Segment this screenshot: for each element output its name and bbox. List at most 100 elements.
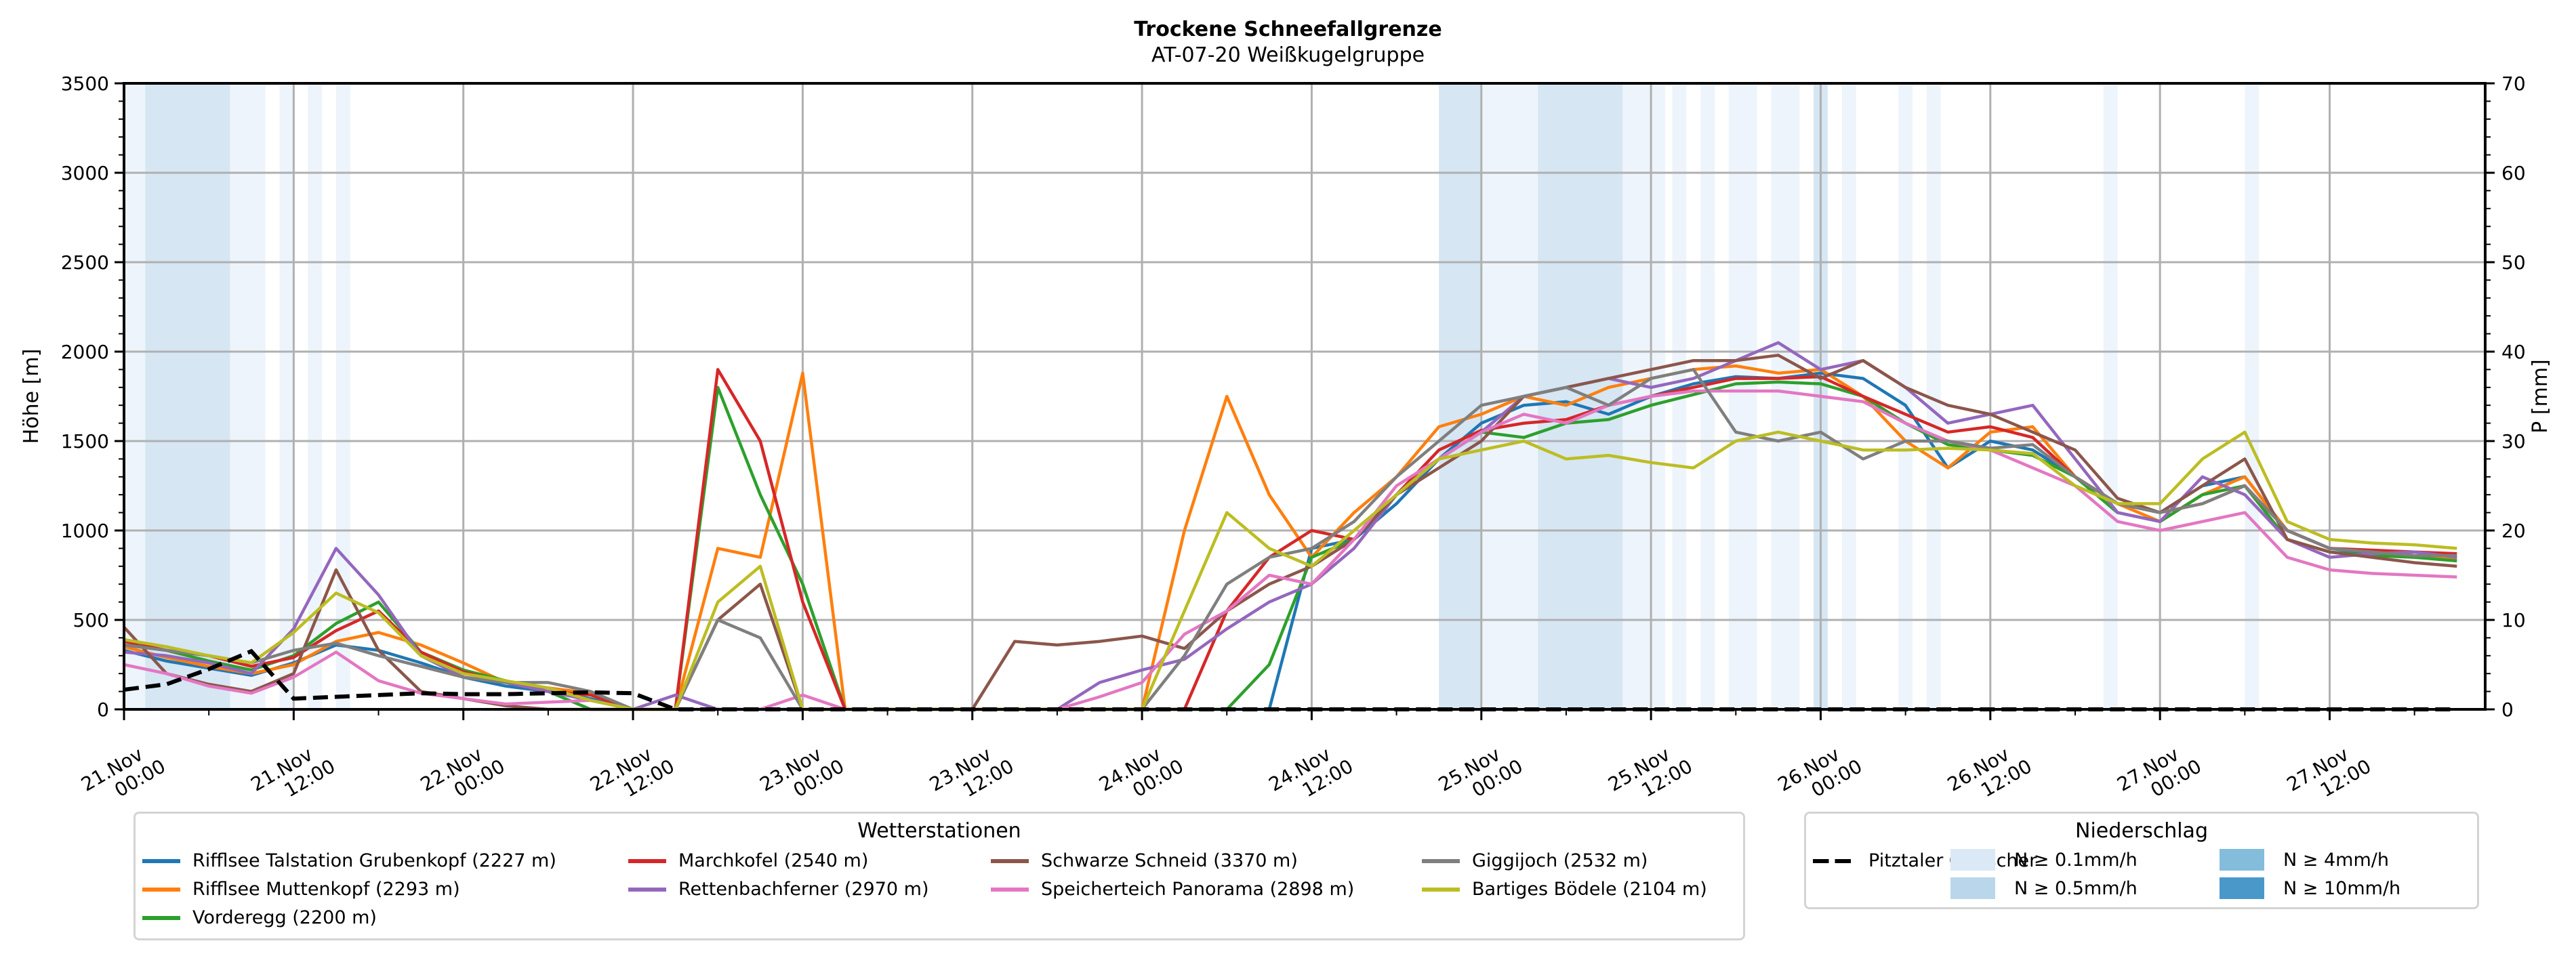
precip-band	[308, 83, 323, 709]
precip-band	[1926, 83, 1941, 709]
legend-item: Schwarze Schneid (3370 m)	[991, 850, 1298, 871]
y-tick-label: 1000	[61, 520, 109, 542]
legend-item: Vorderegg (2200 m)	[142, 907, 377, 928]
y-tick-label: 0	[97, 699, 109, 721]
x-tick-label: 26.Nov12:00	[1944, 736, 2036, 814]
x-tick-label: 25.Nov00:00	[1435, 736, 1527, 814]
x-tick-label: 24.Nov12:00	[1265, 736, 1357, 814]
legend-label: N ≥ 4mm/h	[2283, 849, 2389, 871]
x-tick-label: 23.Nov00:00	[756, 736, 848, 814]
x-tick-label: 27.Nov12:00	[2283, 736, 2375, 814]
x-tick-label: 26.Nov00:00	[1774, 736, 1866, 814]
legend-patch	[1950, 849, 1995, 871]
y-tick-label: 3500	[61, 72, 109, 95]
series-line	[123, 389, 2457, 711]
legend-item: Marchkofel (2540 m)	[628, 850, 868, 871]
precip-band	[1700, 83, 1715, 709]
y-axis-label: Höhe [m]	[20, 349, 43, 444]
y-tick-label: 1500	[61, 430, 109, 453]
legend-stations: Wetterstationen Rifflsee Talstation Grub…	[134, 812, 1745, 940]
y-tick-label-right: 30	[2501, 430, 2526, 453]
precip-band	[124, 83, 146, 709]
y-tick-label-right: 60	[2501, 162, 2526, 184]
legend-label: N ≥ 10mm/h	[2283, 877, 2401, 899]
legend-swatch-dashed	[1813, 858, 1851, 863]
gridlines	[124, 83, 2485, 709]
precip-band	[279, 83, 294, 709]
legend-label: Speicherteich Panorama (2898 m)	[1041, 879, 1355, 900]
legend-item: N ≥ 10mm/h	[2220, 877, 2400, 899]
legend-swatch	[1422, 887, 1460, 892]
y-tick-label: 2000	[61, 341, 109, 363]
legend-item: Giggijoch (2532 m)	[1422, 850, 1648, 871]
y-tick-label-right: 20	[2501, 520, 2526, 542]
legend-label: Bartiges Bödele (2104 m)	[1472, 879, 1707, 900]
x-tick-label: 21.Nov12:00	[247, 736, 339, 814]
legend-swatch	[628, 858, 666, 863]
legend-label: N ≥ 0.1mm/h	[2014, 849, 2138, 871]
legend-patch	[1950, 877, 1995, 899]
legend-label: Rettenbachferner (2970 m)	[678, 879, 929, 900]
legend-label: Rifflsee Muttenkopf (2293 m)	[192, 879, 460, 900]
legend-item: N ≥ 4mm/h	[2220, 849, 2389, 871]
y-tick-label-right: 10	[2501, 609, 2526, 631]
y-tick-label-right: 70	[2501, 72, 2526, 95]
legend-patch	[2220, 877, 2264, 899]
legend-label: Marchkofel (2540 m)	[678, 850, 869, 871]
precip-band	[1898, 83, 1913, 709]
legend-swatch	[991, 858, 1029, 863]
legend-label: Rifflsee Talstation Grubenkopf (2227 m)	[192, 850, 556, 871]
x-tick-label: 27.Nov00:00	[2113, 736, 2205, 814]
series-lines	[123, 341, 2457, 711]
legend-swatch	[142, 858, 180, 863]
legend-label: N ≥ 0.5mm/h	[2014, 877, 2138, 899]
chart-subtitle: AT-07-20 Weißkugelgruppe	[1151, 43, 1425, 67]
y-tick-label: 2500	[61, 251, 109, 274]
legend-item: N ≥ 0.1mm/h	[1950, 849, 2138, 871]
legend-swatch	[142, 887, 180, 892]
legend-item: Rifflsee Talstation Grubenkopf (2227 m)	[142, 850, 556, 871]
legend-label: Giggijoch (2532 m)	[1472, 850, 1648, 871]
precip-band	[1439, 83, 1481, 709]
precip-band	[1841, 83, 1856, 709]
axes: 0 500 1000 1500 2000 2500 3000 3500 0 10 20 30 40 50 6…	[61, 72, 2526, 814]
legend-swatch	[628, 887, 666, 892]
y-tick-label: 3000	[61, 162, 109, 184]
chart-title: Trockene Schneefallgrenze	[1134, 18, 1442, 41]
y-tick-label-right: 0	[2501, 699, 2514, 721]
legend-item: Rettenbachferner (2970 m)	[628, 879, 929, 900]
x-tick-label: 21.Nov00:00	[77, 736, 169, 814]
legend-item: Speicherteich Panorama (2898 m)	[991, 879, 1354, 900]
x-tick-label: 25.Nov12:00	[1604, 736, 1696, 814]
legend-swatch	[991, 887, 1029, 892]
precip-band	[1771, 83, 1800, 709]
precip-band	[145, 83, 230, 709]
y-tick-label: 500	[73, 609, 109, 631]
plot-frame	[123, 82, 2487, 711]
legend-precip-title: Niederschlag	[2075, 819, 2208, 843]
y-tick-label-right: 50	[2501, 251, 2526, 274]
precipitation-bands	[124, 83, 2260, 709]
x-tick-label: 23.Nov12:00	[926, 736, 1018, 814]
x-tick-label: 22.Nov00:00	[417, 736, 509, 814]
precip-band	[2245, 83, 2260, 709]
legend-label: Schwarze Schneid (3370 m)	[1041, 850, 1298, 871]
legend-swatch	[142, 915, 180, 920]
legend-label: Vorderegg (2200 m)	[192, 907, 377, 928]
precip-band	[2103, 83, 2118, 709]
legend-patch	[2220, 849, 2264, 871]
legend-item: N ≥ 0.5mm/h	[1950, 877, 2138, 899]
y-tick-label-right: 40	[2501, 341, 2526, 363]
x-tick-label: 22.Nov12:00	[586, 736, 678, 814]
precip-band	[1672, 83, 1687, 709]
series-line	[123, 430, 2457, 711]
legend-item: Bartiges Bödele (2104 m)	[1422, 879, 1707, 900]
legend-precip: Niederschlag Pitztaler Gletscher N ≥ 0.1…	[1804, 812, 2479, 909]
legend-item: Rifflsee Muttenkopf (2293 m)	[142, 879, 460, 900]
legend-swatch	[1422, 858, 1460, 863]
precip-band	[1538, 83, 1623, 709]
series-line	[123, 354, 2457, 711]
x-tick-label: 24.Nov00:00	[1095, 736, 1187, 814]
legend-stations-title: Wetterstationen	[857, 819, 1021, 843]
